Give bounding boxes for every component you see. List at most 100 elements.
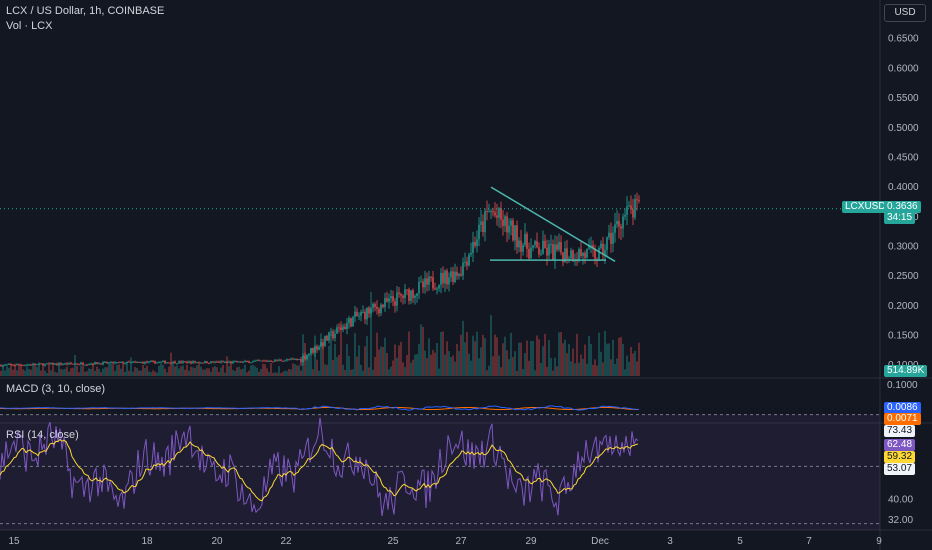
volume-bar [232,369,234,376]
candle-body [174,361,176,364]
candle-body [426,278,428,285]
candle-body [78,364,80,366]
candle-body [84,364,86,366]
volume-bar [150,372,152,376]
candle-body [146,361,148,363]
candle-body [438,284,440,289]
candle-body [582,252,584,256]
candle-body [48,363,50,365]
volume-bar [8,367,10,376]
candle-body [120,361,122,363]
candle-body [184,361,186,363]
candle-body [556,244,558,250]
candle-body [604,249,606,256]
volume-bar [58,365,60,376]
candle-body [328,332,330,341]
candle-body [502,219,504,227]
volume-bar [572,348,574,376]
candle-body [422,281,424,288]
volume-bar [136,367,138,376]
candle-body [558,241,560,250]
volume-bar [144,367,146,376]
candle-body [272,361,274,363]
candle-body [500,208,502,220]
volume-bar [60,369,62,376]
volume-bar [592,364,594,376]
candle-body [66,363,68,365]
volume-bar [270,363,272,376]
volume-bar [226,356,228,376]
candle-body [478,224,480,240]
candle-body [198,362,200,364]
volume-bar [586,363,588,376]
volume-bar [590,343,592,376]
volume-bar [436,343,438,376]
candle-body [178,361,180,364]
candle-body [332,331,334,339]
candle-body [122,361,124,364]
volume-bar [146,365,148,376]
candle-body [248,361,250,363]
volume-bar [610,359,612,376]
volume-badge: 514.89K [884,365,928,377]
candle-body [496,215,498,218]
volume-bar [450,357,452,376]
volume-bar [90,369,92,376]
volume-bar [594,359,596,376]
candle-body [580,249,582,256]
candle-body [254,360,256,362]
candle-body [278,359,280,361]
volume-bar [546,366,548,376]
volume-bar [18,363,20,376]
volume-bar [268,371,270,376]
candle-body [418,282,420,294]
candle-body [384,298,386,308]
volume-bar [116,364,118,376]
volume-bar [180,366,182,376]
volume-bar [548,340,550,376]
candle-body [390,296,392,299]
volume-bar [454,361,456,376]
candle-body [260,360,262,362]
volume-bar [522,369,524,376]
candle-body [210,361,212,364]
volume-bar [200,366,202,376]
volume-bar [66,366,68,376]
candle-body [434,288,436,290]
candle-body [578,249,580,261]
candle-body [494,212,496,216]
volume-bar [276,372,278,376]
volume-bar [306,356,308,376]
volume-bar [422,326,424,376]
candle-body [398,292,400,294]
candle-body [568,258,570,260]
price-tick-label: 0.2500 [888,271,919,282]
volume-bar [494,334,496,376]
candle-body [634,199,636,218]
volume-bar [52,365,54,376]
volume-bar [62,369,64,376]
volume-bar [292,363,294,376]
volume-bar [138,370,140,376]
candle-body [590,245,592,247]
candle-body [420,281,422,283]
rsi-title: RSI (14, close) [6,429,79,441]
volume-bar [224,372,226,376]
candle-body [402,295,404,298]
volume-bar [286,371,288,376]
time-tick-label: 29 [525,536,537,547]
candle-body [40,363,42,365]
volume-bar [332,359,334,376]
currency-button[interactable]: USD [884,4,926,22]
time-tick-label: 15 [8,536,20,547]
candle-body [524,233,526,246]
candle-body [440,272,442,285]
candle-body [148,361,150,363]
volume-bar [296,365,298,376]
candle-body [324,335,326,346]
time-tick-label: 7 [806,536,812,547]
volume-bar [248,370,250,376]
volume-bar [496,337,498,376]
candle-body [456,271,458,276]
